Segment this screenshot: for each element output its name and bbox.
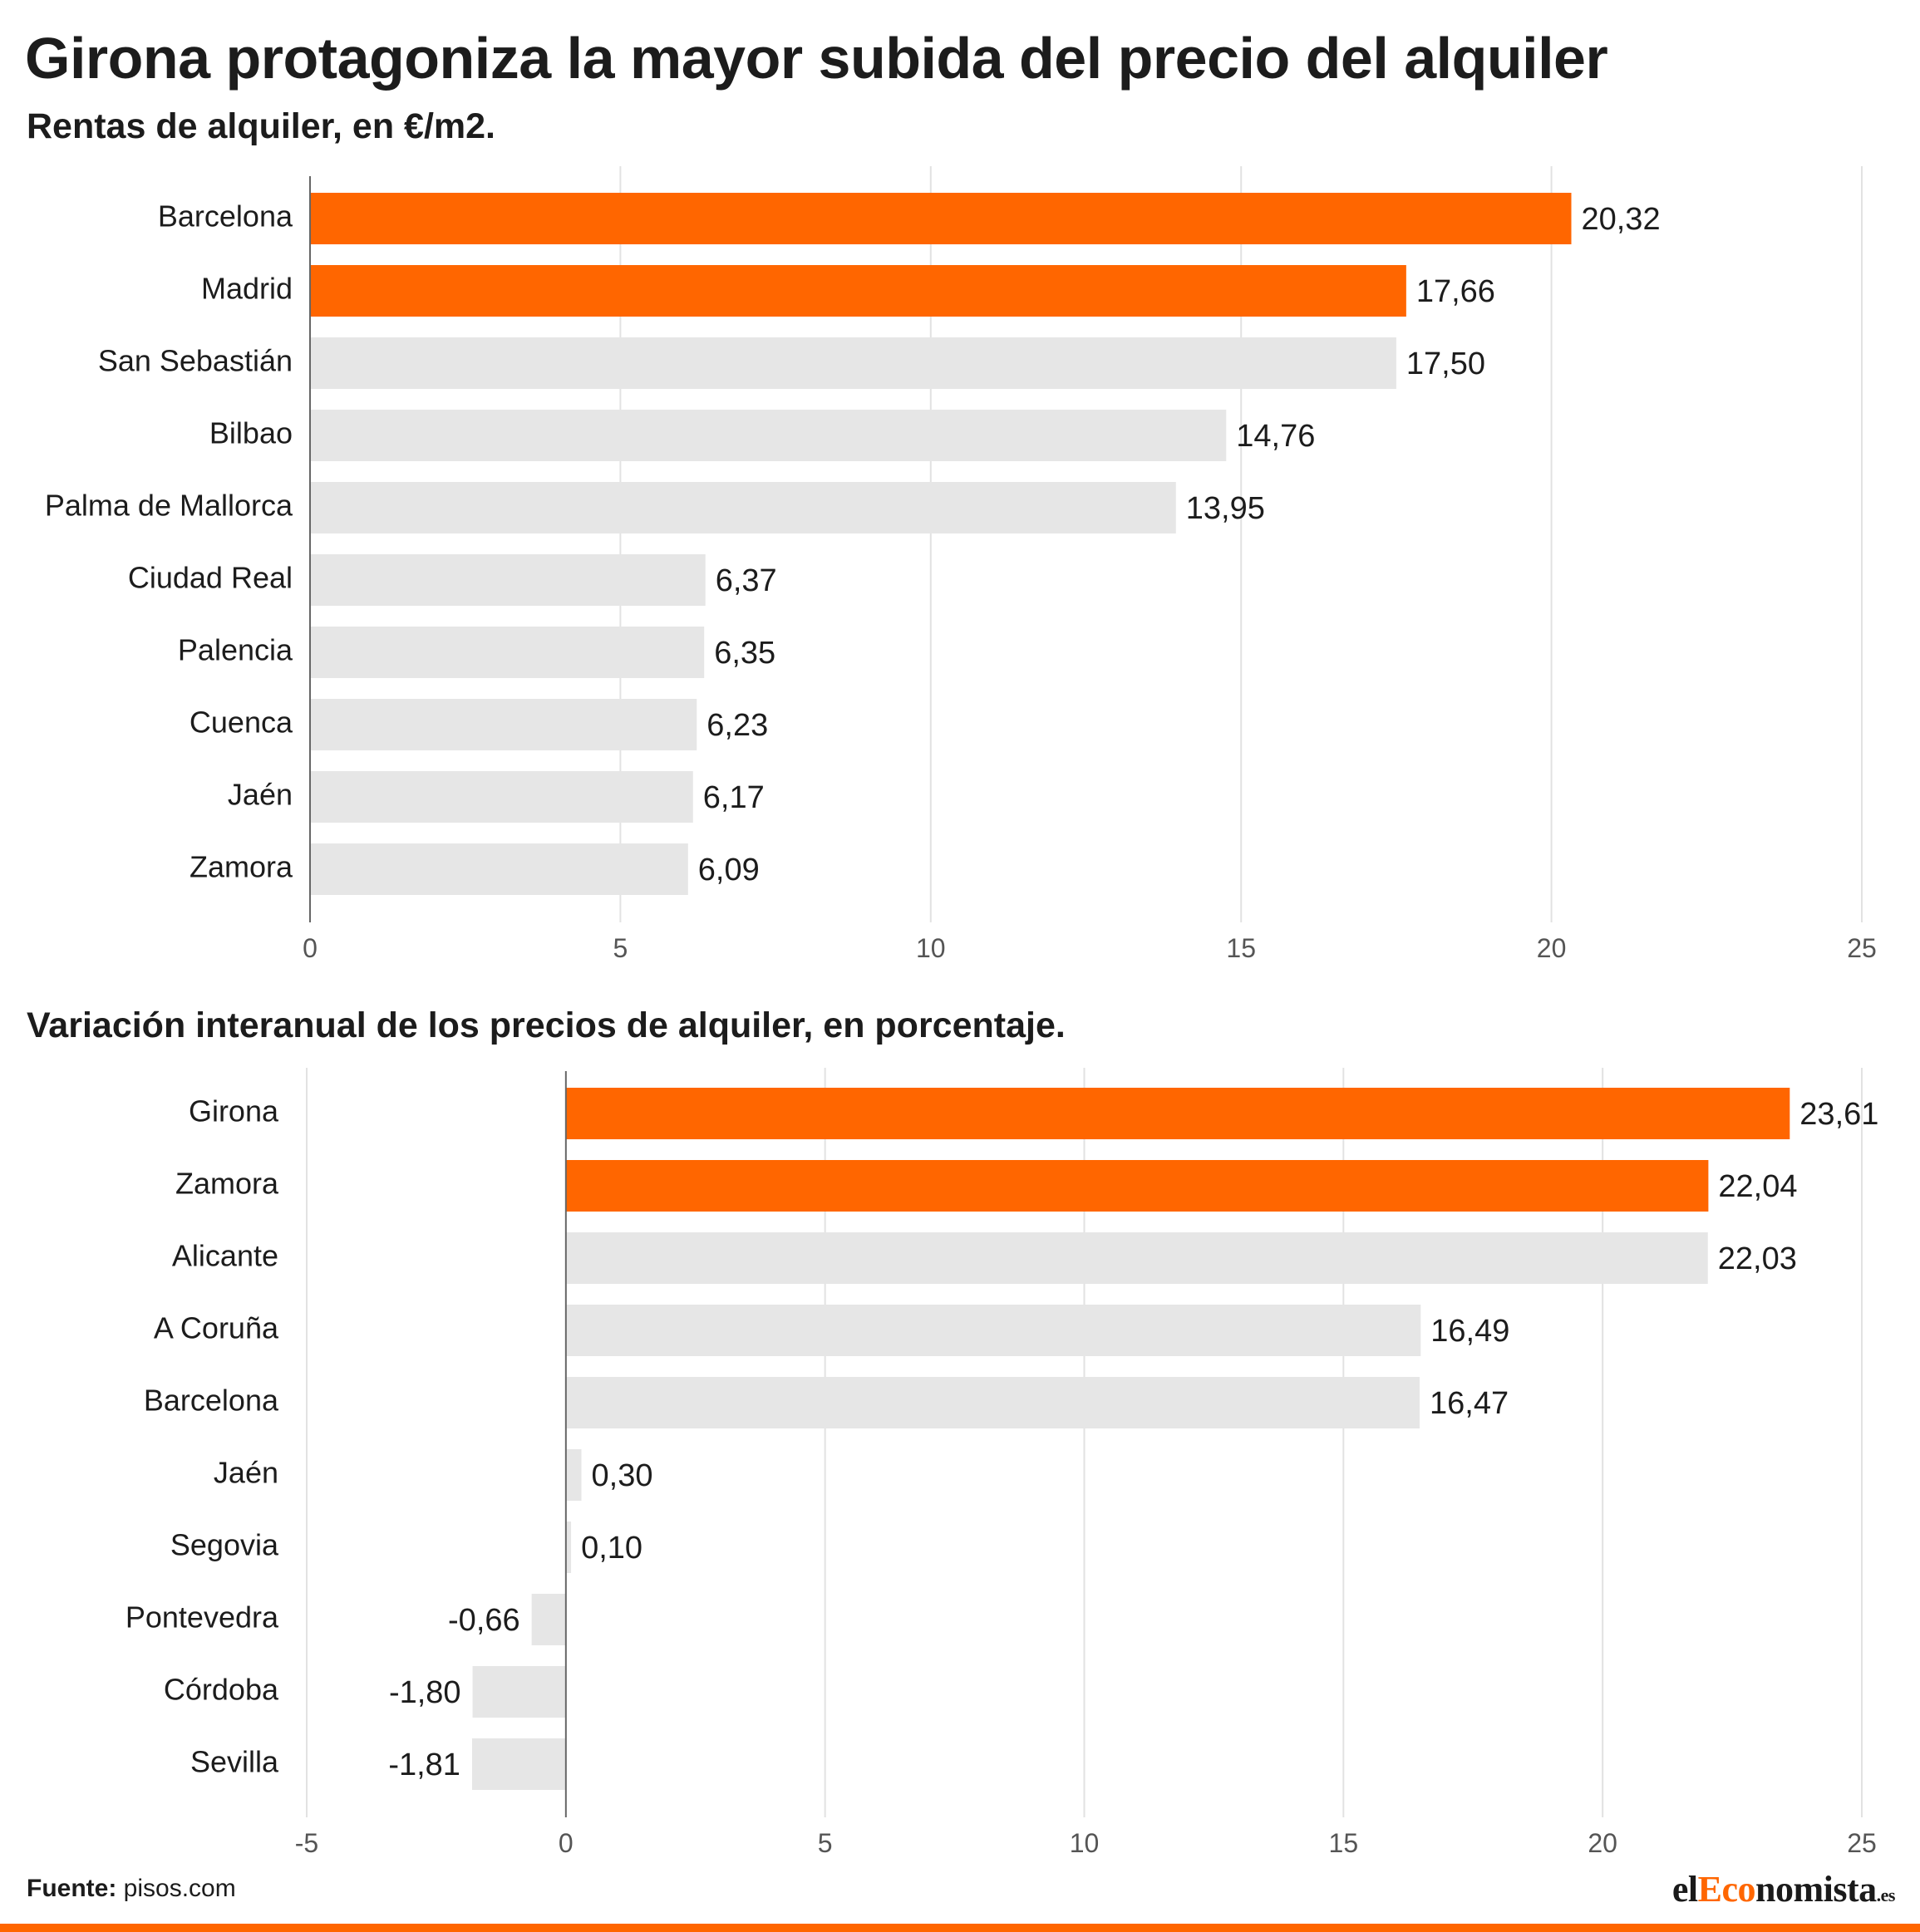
chart-1-subtitle: Rentas de alquiler, en €/m2.: [27, 106, 495, 146]
category-label-0-0: Barcelona: [158, 199, 293, 234]
bar-1-0: [565, 1088, 1790, 1139]
x-tick-label-0-1: 5: [613, 933, 628, 963]
bar-0-8: [310, 771, 693, 823]
value-label-1-7: -0,66: [448, 1603, 520, 1638]
value-label-0-9: 6,09: [698, 853, 760, 887]
yearly-variation-bar-chart: Girona 23,61 Zamora 22,04 Alicante 22,03 A Cor…: [126, 1068, 1878, 1858]
eleconomista-logo: elEconomista.es: [1671, 1868, 1896, 1910]
bar-0-2: [310, 337, 1396, 389]
bar-1-4: [565, 1377, 1420, 1428]
bar-1-9: [471, 1738, 566, 1790]
category-label-1-6: Segovia: [170, 1528, 279, 1562]
source-note: Fuente: pisos.com: [27, 1875, 236, 1903]
category-label-0-7: Cuenca: [190, 705, 293, 740]
value-label-0-3: 14,76: [1236, 419, 1315, 454]
value-label-1-0: 23,61: [1799, 1097, 1878, 1132]
source-value: pisos.com: [123, 1875, 236, 1902]
category-label-1-0: Girona: [189, 1094, 279, 1128]
bar-0-6: [310, 627, 705, 678]
value-label-1-6: 0,10: [581, 1531, 642, 1566]
value-label-0-2: 17,50: [1406, 347, 1485, 381]
x-tick-label-0-4: 20: [1537, 933, 1567, 963]
logo-part-3: nomista: [1755, 1869, 1877, 1910]
value-label-1-5: 0,30: [592, 1458, 653, 1493]
bar-1-6: [565, 1522, 572, 1573]
category-label-0-8: Jaén: [228, 778, 293, 812]
value-label-1-1: 22,04: [1718, 1169, 1797, 1204]
bar-0-5: [310, 554, 706, 606]
category-label-0-5: Ciudad Real: [128, 561, 293, 595]
category-label-1-3: A Coruña: [154, 1311, 279, 1345]
page-title: Girona protagoniza la mayor subida del p…: [25, 26, 1608, 91]
value-label-0-0: 20,32: [1581, 202, 1660, 237]
x-tick-label-0-0: 0: [303, 933, 318, 963]
source-label: Fuente:: [27, 1875, 117, 1902]
category-label-0-9: Zamora: [190, 850, 293, 884]
bar-0-1: [310, 265, 1406, 317]
value-label-1-8: -1,80: [389, 1675, 461, 1710]
bar-1-2: [565, 1232, 1708, 1284]
category-label-1-7: Pontevedra: [126, 1600, 279, 1635]
value-label-0-5: 6,37: [716, 563, 777, 598]
value-label-0-7: 6,23: [706, 708, 768, 743]
x-tick-label-1-1: 0: [559, 1828, 574, 1858]
bar-0-7: [310, 699, 697, 750]
x-tick-label-0-2: 10: [916, 933, 946, 963]
value-label-1-9: -1,81: [388, 1748, 460, 1782]
bar-1-7: [531, 1594, 566, 1645]
value-label-0-4: 13,95: [1186, 491, 1265, 526]
category-label-1-2: Alicante: [172, 1239, 278, 1273]
category-label-1-4: Barcelona: [144, 1384, 279, 1418]
value-label-0-6: 6,35: [714, 636, 775, 671]
bar-1-5: [565, 1449, 582, 1501]
value-label-0-8: 6,17: [703, 780, 765, 815]
bar-0-9: [310, 843, 688, 895]
bar-1-8: [472, 1666, 566, 1718]
x-tick-label-0-5: 25: [1847, 933, 1877, 963]
x-tick-label-1-5: 20: [1588, 1828, 1617, 1858]
bar-1-3: [565, 1305, 1421, 1356]
chart-2-subtitle: Variación interanual de los precios de a…: [27, 1005, 1066, 1045]
bar-0-4: [310, 482, 1176, 533]
category-label-0-6: Palencia: [178, 633, 293, 667]
bar-1-1: [565, 1160, 1709, 1212]
rent-prices-bar-chart: Barcelona 20,32 Madrid 17,66 San Sebastián 17…: [45, 166, 1877, 963]
category-label-1-5: Jaén: [214, 1456, 278, 1490]
bar-0-3: [310, 410, 1227, 461]
category-label-1-1: Zamora: [175, 1167, 279, 1201]
category-label-0-4: Palma de Mallorca: [45, 489, 293, 523]
category-label-1-8: Córdoba: [164, 1673, 279, 1707]
category-label-0-2: San Sebastián: [98, 344, 293, 378]
category-label-0-1: Madrid: [201, 272, 293, 306]
x-tick-label-1-3: 10: [1070, 1828, 1100, 1858]
value-label-1-3: 16,49: [1430, 1314, 1509, 1349]
category-label-1-9: Sevilla: [190, 1745, 279, 1779]
x-tick-label-1-0: -5: [295, 1828, 318, 1858]
value-label-1-2: 22,03: [1718, 1241, 1797, 1276]
x-tick-label-1-4: 15: [1329, 1828, 1359, 1858]
bar-0-0: [310, 193, 1572, 244]
bottom-accent-bar: [0, 1924, 1920, 1932]
x-tick-label-0-3: 15: [1226, 933, 1256, 963]
x-tick-label-1-6: 25: [1847, 1828, 1877, 1858]
category-label-0-3: Bilbao: [209, 416, 293, 450]
logo-tld: .es: [1876, 1885, 1896, 1905]
logo-part-1: el: [1671, 1869, 1698, 1910]
x-tick-label-1-2: 5: [818, 1828, 833, 1858]
logo-part-2: Eco: [1697, 1869, 1756, 1910]
value-label-1-4: 16,47: [1430, 1386, 1509, 1421]
value-label-0-1: 17,66: [1416, 274, 1495, 309]
